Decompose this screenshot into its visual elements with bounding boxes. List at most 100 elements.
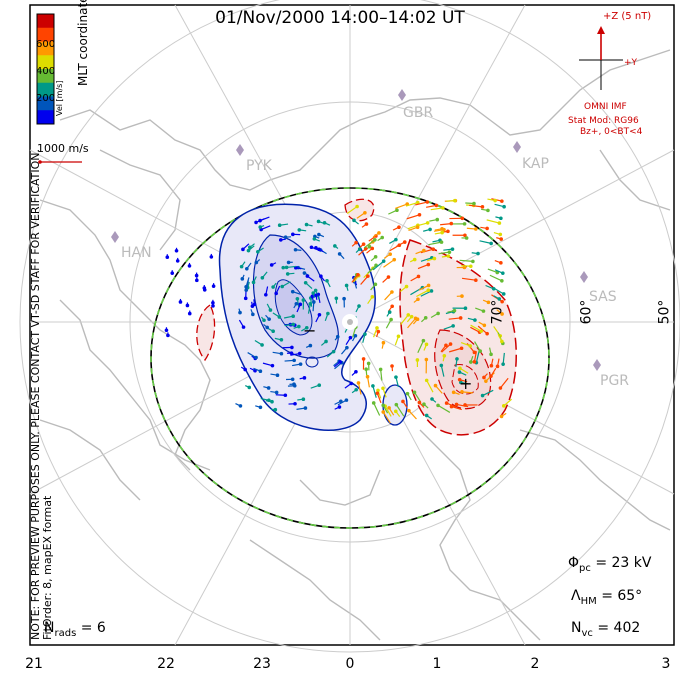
velocity-colorbar bbox=[36, 13, 55, 125]
vector-line bbox=[296, 304, 301, 313]
latitude-label-60: 60° bbox=[578, 299, 595, 325]
vector-line bbox=[434, 232, 443, 235]
vector-line bbox=[366, 248, 373, 254]
vector-line bbox=[410, 275, 419, 282]
vector-line bbox=[281, 281, 291, 288]
vector-line bbox=[442, 355, 445, 362]
vector-line bbox=[443, 325, 454, 330]
vector-line bbox=[482, 389, 494, 397]
vector-line bbox=[490, 358, 494, 366]
station-label-pgr: PGR bbox=[600, 373, 630, 389]
vector-origin bbox=[290, 377, 295, 382]
imf-y-label: +Y bbox=[624, 58, 638, 68]
vector-line bbox=[310, 384, 320, 389]
phi-value: = 23 kV bbox=[595, 555, 652, 571]
vector-line bbox=[497, 333, 503, 342]
coastline-layer bbox=[39, 49, 671, 641]
vector-line bbox=[437, 404, 451, 413]
vector-origin bbox=[471, 259, 475, 264]
vector-line bbox=[409, 259, 415, 263]
vector-line bbox=[262, 362, 273, 367]
vector-line bbox=[252, 276, 257, 283]
vector-line bbox=[443, 248, 453, 251]
reference-vector-label: 1000 m/s bbox=[37, 142, 89, 155]
vector-line bbox=[430, 312, 439, 319]
vector-origin bbox=[458, 316, 463, 320]
vector-line bbox=[395, 377, 399, 388]
vector-line bbox=[445, 311, 454, 315]
vector-line bbox=[367, 296, 373, 305]
vector-line bbox=[388, 407, 395, 416]
vector-origin bbox=[185, 303, 190, 308]
imf-source: OMNI IMF bbox=[584, 102, 627, 112]
vector-line bbox=[305, 282, 313, 290]
vector-line bbox=[263, 323, 268, 328]
vector-line bbox=[315, 247, 323, 252]
colorbar-tick-600: 600 bbox=[36, 39, 56, 50]
vector-line bbox=[380, 369, 383, 381]
vector-line bbox=[314, 235, 320, 239]
vector-line bbox=[279, 223, 289, 226]
left-notes: NOTE: FOR PREVIEW PURPOSES ONLY. PLEASE … bbox=[29, 149, 54, 640]
vector-origin bbox=[449, 221, 454, 226]
coordinate-label: MLT coordinates bbox=[76, 0, 90, 86]
vector-line bbox=[477, 325, 488, 335]
colorbar-tick-400: 400 bbox=[36, 66, 56, 77]
vector-origin bbox=[460, 294, 464, 298]
vector-line bbox=[399, 286, 407, 292]
vector-line bbox=[249, 243, 255, 248]
maximum-potential-marker: + bbox=[459, 374, 472, 393]
imf-condition: Bz+, 0<BT<4 bbox=[580, 127, 643, 137]
imf-model: Stat Mod: RG96 bbox=[568, 116, 639, 126]
vector-line bbox=[295, 267, 302, 270]
vector-line bbox=[487, 198, 496, 202]
vector-line bbox=[270, 373, 278, 376]
vector-line bbox=[255, 259, 261, 263]
vector-origin bbox=[194, 273, 199, 278]
vector-line bbox=[345, 337, 351, 345]
nrads-value: = 6 bbox=[80, 620, 106, 636]
vector-line bbox=[290, 352, 300, 356]
station-markers bbox=[111, 89, 601, 371]
vector-line bbox=[407, 317, 417, 329]
vector-line bbox=[241, 261, 246, 267]
vector-line bbox=[459, 379, 468, 383]
vector-line bbox=[361, 223, 367, 228]
vector-line bbox=[247, 352, 257, 359]
vector-line bbox=[376, 393, 382, 404]
vector-line bbox=[453, 391, 460, 395]
nrads-symbol: N bbox=[44, 620, 55, 636]
vector-line bbox=[440, 223, 452, 226]
vector-line bbox=[372, 385, 377, 398]
vector-line bbox=[482, 299, 489, 303]
vector-line bbox=[260, 224, 265, 228]
vector-line bbox=[503, 398, 513, 407]
vector-line bbox=[373, 327, 378, 338]
vector-line bbox=[341, 347, 348, 355]
vector-line bbox=[315, 314, 320, 323]
vector-line bbox=[261, 316, 265, 321]
vector-origin bbox=[270, 363, 275, 368]
vector-line bbox=[253, 299, 256, 305]
vector-line bbox=[417, 264, 429, 270]
vector-line bbox=[384, 405, 392, 417]
vector-origin bbox=[452, 308, 457, 313]
vector-line bbox=[351, 274, 359, 283]
vector-origin bbox=[279, 337, 284, 342]
vector-line bbox=[250, 309, 254, 315]
vector-line bbox=[353, 274, 358, 280]
vector-line bbox=[366, 376, 370, 388]
vector-line bbox=[408, 226, 418, 232]
vector-origin bbox=[464, 236, 469, 240]
vector-line bbox=[416, 289, 429, 298]
vector-line bbox=[320, 275, 326, 282]
station-label-gbr: GBR bbox=[403, 105, 434, 121]
vector-origin bbox=[274, 390, 279, 395]
vector-line bbox=[353, 219, 359, 225]
vector-line bbox=[426, 414, 433, 420]
vector-origin bbox=[495, 364, 500, 369]
vector-line bbox=[440, 365, 445, 377]
vector-line bbox=[494, 260, 502, 264]
vector-line bbox=[383, 259, 395, 268]
vector-line bbox=[408, 410, 417, 420]
